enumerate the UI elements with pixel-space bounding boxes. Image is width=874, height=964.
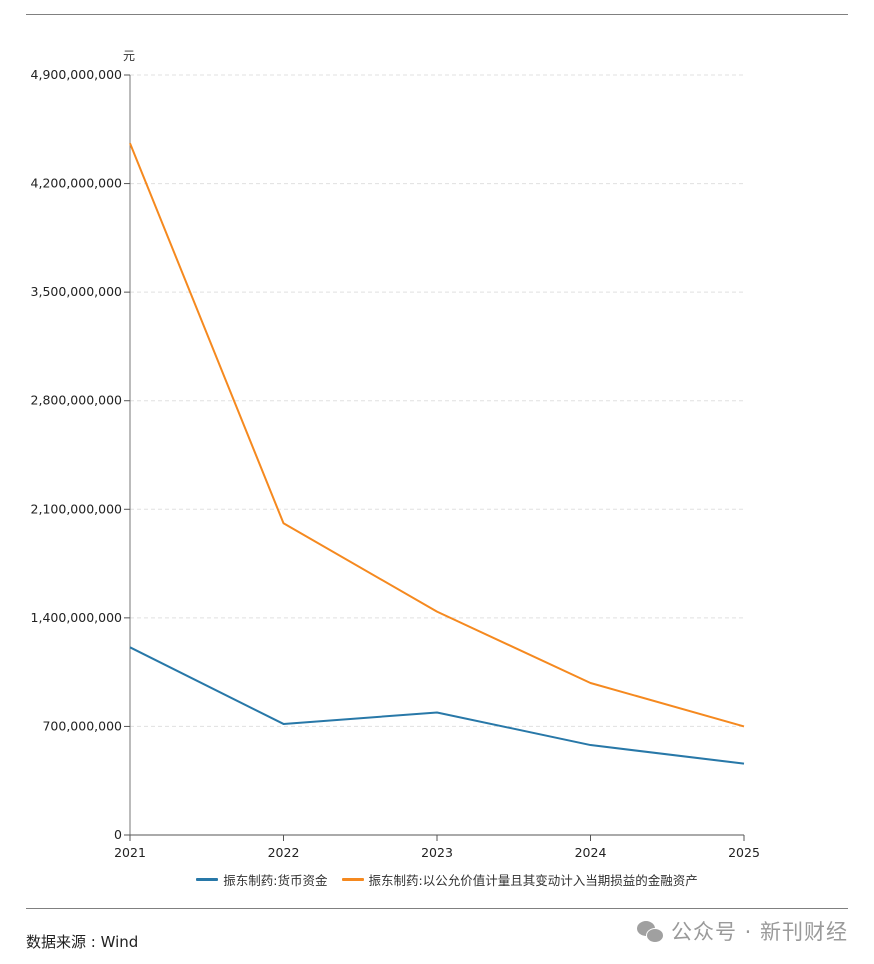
x-tick-label: 2024 [575,845,607,860]
watermark-text: 公众号 · 新刊财经 [670,920,848,944]
legend: 振东制药:货币资金 振东制药:以公允价值计量且其变动计入当期损益的金融资产 [0,870,874,889]
y-tick-label: 700,000,000 [42,718,122,733]
wechat-icon [636,919,665,943]
watermark: 公众号 · 新刊财经 [636,916,848,946]
axes [129,75,744,836]
line-chart: 0 700,000,000 1,400,000,000 2,100,000,000 2,… [31,49,760,860]
data-source-note: 数据来源 : Wind [26,933,139,951]
x-axis-ticks: 2021 2022 2023 2024 2025 [114,835,760,860]
series-lines [129,142,745,765]
x-tick-label: 2022 [268,845,300,860]
y-tick-label: 0 [114,827,122,842]
legend-swatch-financial-assets [341,878,364,881]
x-tick-label: 2025 [728,845,760,860]
y-tick-label: 4,900,000,000 [31,67,122,82]
x-tick-label: 2021 [114,845,146,860]
legend-item-financial-assets[interactable]: 振东制药:以公允价值计量且其变动计入当期损益的金融资产 [341,870,698,889]
y-tick-label: 2,800,000,000 [31,393,122,408]
y-tick-label: 4,200,000,000 [31,176,122,191]
x-tick-label: 2023 [421,845,453,860]
legend-label-financial-assets: 振东制药:以公允价值计量且其变动计入当期损益的金融资产 [368,873,698,888]
bottom-divider [26,908,848,909]
y-tick-label: 2,100,000,000 [31,501,122,516]
legend-label-cash: 振东制药:货币资金 [223,873,328,888]
legend-swatch-cash [196,878,219,881]
top-divider [26,14,848,15]
y-tick-label: 3,500,000,000 [31,284,122,299]
y-tick-label: 1,400,000,000 [31,610,122,625]
y-axis-ticks: 0 700,000,000 1,400,000,000 2,100,000,000 2,… [31,67,130,842]
legend-item-cash[interactable]: 振东制药:货币资金 [196,870,328,889]
series-line-financial-assets [129,142,745,728]
grid-lines [130,74,744,727]
y-axis-unit-label: 元 [123,49,135,63]
series-line-cash [129,646,745,765]
